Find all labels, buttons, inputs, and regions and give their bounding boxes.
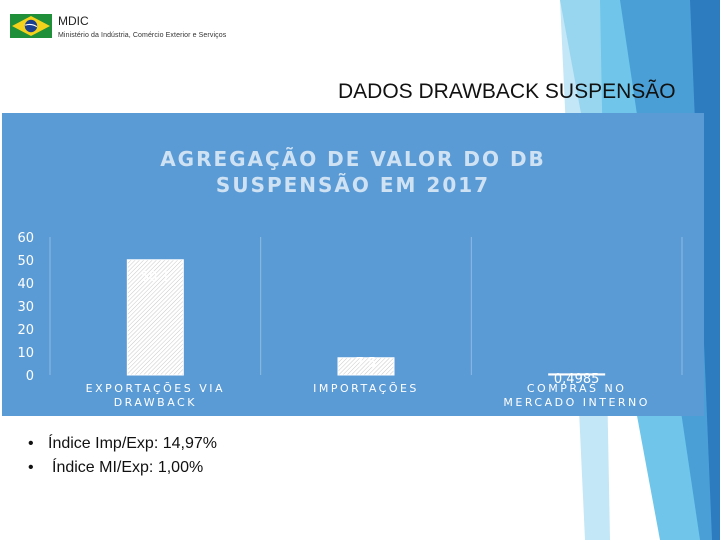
y-tick-label: 0 [26, 369, 34, 384]
bullet-text: Índice Imp/Exp: 14,97% [48, 435, 217, 452]
org-title: MDIC [58, 14, 89, 28]
bullet-symbol: • [28, 459, 34, 476]
bar [337, 357, 395, 376]
org-subtitle: Ministério da Indústria, Comércio Exteri… [58, 32, 227, 39]
x-tick-label: DRAWBACK [114, 396, 197, 409]
y-tick-label: 20 [17, 323, 34, 338]
x-tick-label: IMPORTAÇÕES [313, 382, 419, 395]
data-label: 50,1 [141, 270, 170, 285]
x-tick-label: COMPRAS NO [527, 382, 627, 395]
bar-chart: AGREGAÇÃO DE VALOR DO DB SUSPENSÃO EM 20… [17, 147, 683, 409]
chart-title-line-1: AGREGAÇÃO DE VALOR DO DB [160, 147, 546, 171]
bar [126, 259, 184, 376]
y-tick-label: 60 [17, 231, 34, 246]
y-tick-label: 50 [17, 254, 34, 269]
grid-separators [49, 237, 683, 375]
bar [548, 373, 606, 376]
bullet-list: • Índice Imp/Exp: 14,97% • Índice MI/Exp… [28, 432, 217, 480]
data-label: 7,5 [356, 356, 377, 371]
bullet-item: • Índice MI/Exp: 1,00% [28, 456, 217, 480]
y-tick-label: 40 [17, 277, 34, 292]
bullet-symbol: • [28, 435, 34, 452]
bullet-item: • Índice Imp/Exp: 14,97% [28, 432, 217, 456]
y-tick-label: 30 [17, 300, 34, 315]
brazil-flag-icon [10, 14, 52, 38]
slide-title: DADOS DRAWBACK SUSPENSÃO [338, 80, 676, 103]
chart-area: AGREGAÇÃO DE VALOR DO DB SUSPENSÃO EM 20… [2, 113, 704, 416]
x-tick-label: MERCADO INTERNO [503, 396, 650, 409]
data-label: 0,4985 [554, 372, 600, 387]
y-tick-label: 10 [17, 346, 34, 361]
y-axis: 0 10 20 30 40 50 60 [17, 231, 34, 384]
bar-series: 50,1 7,5 0,4985 [126, 259, 606, 387]
x-tick-label: EXPORTAÇÕES VIA [86, 382, 225, 395]
bullet-text: Índice MI/Exp: 1,00% [52, 459, 204, 476]
chart-title-line-2: SUSPENSÃO EM 2017 [216, 173, 490, 197]
